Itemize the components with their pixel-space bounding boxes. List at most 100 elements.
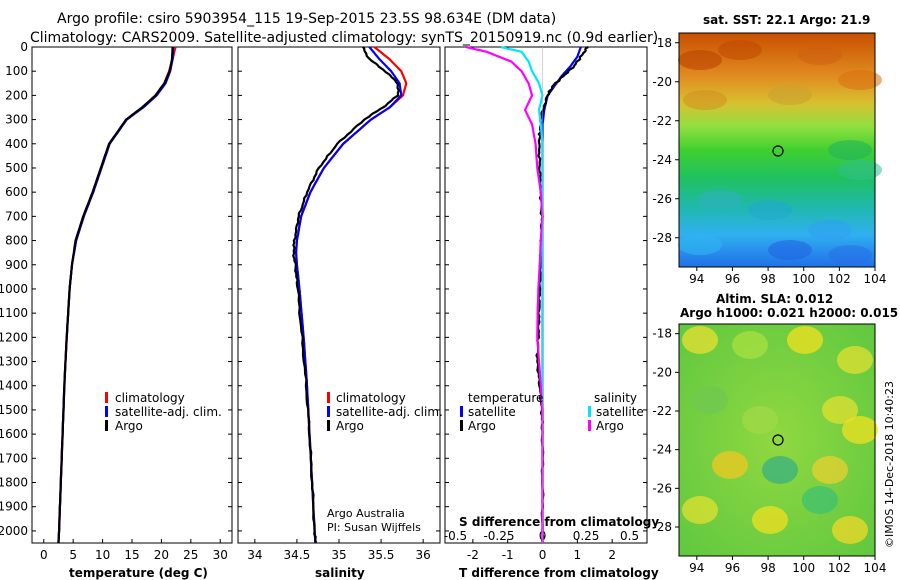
sst-map-frame: [678, 32, 876, 268]
sla-map-texture: [682, 326, 878, 544]
lon-tick-label: 102: [828, 272, 851, 286]
x-tick-label: 20: [154, 548, 169, 562]
credit-line1: Argo Australia: [327, 507, 405, 520]
depth-tick-label: 500: [5, 161, 28, 175]
x-tick-label: -2: [467, 548, 479, 562]
depth-tick-label: 2000: [0, 524, 28, 538]
legend-climatology-label: climatology: [115, 391, 185, 405]
t-diff-x-label: T difference from climatology: [459, 566, 659, 580]
lat-tick-label: -18: [652, 327, 672, 341]
sst-texture-blob: [828, 245, 872, 265]
lat-tick-label: -20: [652, 365, 672, 379]
legend-argo-swatch: [105, 420, 108, 431]
legend-satellite-label: satellite-adj. clim.: [336, 405, 443, 419]
sst-lon-ticks: 94 96 98 100 102 104: [689, 267, 886, 286]
depth-tick-label: 1800: [0, 476, 28, 490]
lon-tick-label: 102: [828, 561, 851, 575]
credit-line2: PI: Susan Wijffels: [327, 521, 421, 534]
x-tick-label: 34: [247, 548, 262, 562]
sla-texture-blob: [802, 486, 838, 514]
sst-texture-blob: [768, 85, 812, 105]
imos-timestamp: ©IMOS 14-Dec-2018 10:40:23: [883, 381, 896, 548]
x-tick-label: 5: [69, 548, 77, 562]
lat-tick-label: -22: [652, 404, 672, 418]
sla-texture-blob: [682, 326, 718, 354]
diff-legend-t-argo-label: Argo: [468, 419, 496, 433]
legend-climatology-swatch: [105, 392, 108, 403]
diff-legend-t-argo-swatch: [460, 420, 463, 431]
depth-tick-label: 1600: [0, 427, 28, 441]
x-tick-label: 2: [608, 548, 616, 562]
legend-argo-label: Argo: [336, 419, 364, 433]
depth-tick-label: 1300: [0, 355, 28, 369]
x-tick-label: 0: [40, 548, 48, 562]
salinity-panel-frame: [237, 46, 441, 544]
difference-panel-frame: [444, 46, 648, 544]
sla-texture-blob: [812, 456, 848, 484]
series-line-satellite-adj-clim-: [57, 46, 175, 543]
x-tick-label: -1: [502, 548, 514, 562]
temperature-legend: climatology satellite-adj. clim. Argo: [105, 391, 222, 433]
depth-tick-label: 700: [5, 209, 28, 223]
legend-satellite-label: satellite-adj. clim.: [115, 405, 222, 419]
sst-texture-blob: [698, 190, 742, 210]
x-top-tick-label: 0.5: [620, 529, 639, 543]
lon-tick-label: 94: [689, 272, 704, 286]
sst-texture-blob: [683, 90, 727, 110]
diff-legend-t-satellite-swatch: [460, 406, 463, 417]
lat-tick-label: -20: [652, 75, 672, 89]
sla-map-title1: Altim. SLA: 0.012: [716, 292, 833, 306]
sla-texture-blob: [742, 406, 778, 434]
diff-legend-temperature-heading: temperature: [468, 391, 543, 405]
difference-legend: temperature satellite Argo salinity sate…: [460, 391, 644, 433]
sla-lon-ticks: 94 96 98 100 102 104: [689, 556, 886, 575]
diff-legend-s-satellite-label: satellite: [596, 405, 644, 419]
depth-tick-label: 1100: [0, 306, 28, 320]
sla-texture-blob: [832, 516, 868, 544]
sst-map-title: sat. SST: 22.1 Argo: 21.9: [703, 13, 870, 27]
series-line-climatology: [57, 46, 177, 543]
x-tick-label: 35.5: [368, 548, 395, 562]
depth-tick-label: 1500: [0, 403, 28, 417]
sla-texture-blob: [752, 506, 788, 534]
diff-legend-salinity-heading: salinity: [594, 391, 637, 405]
series-line-temperature-satellite: [541, 46, 582, 543]
sla-texture-blob: [837, 346, 873, 374]
x-tick-label: 1: [574, 548, 582, 562]
x-top-tick-label: -0.5: [444, 529, 467, 543]
series-line-salinity-argo: [465, 45, 544, 543]
x-top-tick-label: 0.25: [573, 529, 600, 543]
salinity-legend: climatology satellite-adj. clim. Argo: [327, 391, 443, 433]
legend-climatology-swatch: [327, 392, 330, 403]
depth-tick-label: 600: [5, 185, 28, 199]
sst-argo-location-marker: [772, 145, 784, 157]
sla-texture-blob: [762, 456, 798, 484]
sla-argo-location-marker: [772, 434, 784, 446]
lat-tick-label: -26: [652, 192, 672, 206]
temperature-x-ticks: 0 5 10 15 20 25 30: [40, 539, 228, 562]
x-tick-label: 0: [539, 548, 547, 562]
sst-texture-blob: [798, 45, 842, 65]
sla-texture-blob: [822, 396, 858, 424]
depth-tick-label: 900: [5, 258, 28, 272]
sst-texture-blob: [838, 160, 882, 180]
sst-texture-blob: [828, 140, 872, 160]
legend-satellite-swatch: [105, 406, 108, 417]
sst-texture-blob: [678, 235, 722, 255]
sst-map-texture: [678, 40, 882, 265]
lon-tick-label: 96: [725, 561, 740, 575]
lon-tick-label: 104: [864, 272, 887, 286]
x-tick-label: 30: [213, 548, 228, 562]
depth-tick-label: 100: [5, 64, 28, 78]
x-tick-label: 35: [331, 548, 346, 562]
depth-tick-label: 1700: [0, 451, 28, 465]
lon-tick-label: 104: [864, 561, 887, 575]
legend-climatology-label: climatology: [336, 391, 406, 405]
sst-map: [678, 32, 882, 268]
sst-texture-blob: [808, 220, 852, 240]
sla-map-frame: [678, 323, 876, 557]
sla-texture-blob: [842, 416, 878, 444]
lat-tick-label: -18: [652, 36, 672, 50]
salinity-series: [292, 46, 408, 544]
